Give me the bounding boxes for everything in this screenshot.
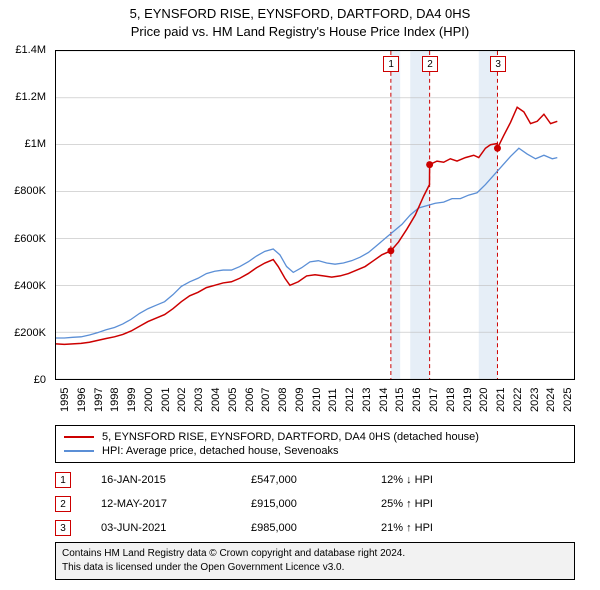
- transaction-date: 16-JAN-2015: [101, 474, 251, 486]
- transaction-price: £547,000: [251, 474, 381, 486]
- x-tick-label: 1995: [59, 388, 71, 412]
- legend-swatch: [64, 450, 94, 452]
- transaction-price: £985,000: [251, 522, 381, 534]
- x-tick-label: 2019: [462, 388, 474, 412]
- transaction-dot: [387, 247, 394, 254]
- marker-box-2: 2: [422, 56, 438, 72]
- transaction-marker: 3: [55, 520, 71, 536]
- y-tick-label: £200K: [0, 327, 50, 339]
- legend-row: HPI: Average price, detached house, Seve…: [64, 444, 566, 458]
- legend-swatch: [64, 436, 94, 438]
- x-tick-label: 1996: [76, 388, 88, 412]
- transaction-dot: [494, 145, 501, 152]
- x-tick-label: 2025: [562, 388, 574, 412]
- band: [479, 51, 498, 379]
- transaction-row: 1 16-JAN-2015£547,00012% ↓ HPI: [55, 468, 575, 492]
- transaction-marker: 1: [55, 472, 71, 488]
- x-tick-label: 2002: [176, 388, 188, 412]
- x-tick-label: 2015: [394, 388, 406, 412]
- x-tick-label: 2004: [210, 388, 222, 412]
- band: [391, 51, 400, 379]
- x-tick-label: 2012: [344, 388, 356, 412]
- y-tick-label: £0: [0, 374, 50, 386]
- x-tick-label: 2014: [378, 388, 390, 412]
- y-tick-label: £1.4M: [0, 44, 50, 56]
- y-tick-label: £1.2M: [0, 91, 50, 103]
- x-tick-label: 2020: [478, 388, 490, 412]
- y-tick-label: £400K: [0, 280, 50, 292]
- footer-attribution: Contains HM Land Registry data © Crown c…: [55, 542, 575, 580]
- x-tick-label: 1997: [93, 388, 105, 412]
- x-tick-label: 2000: [143, 388, 155, 412]
- x-tick-label: 2008: [277, 388, 289, 412]
- x-tick-label: 2001: [160, 388, 172, 412]
- x-tick-label: 2013: [361, 388, 373, 412]
- transaction-delta: 25% ↑ HPI: [381, 498, 575, 510]
- x-tick-label: 2016: [411, 388, 423, 412]
- x-tick-label: 2022: [512, 388, 524, 412]
- transaction-date: 03-JUN-2021: [101, 522, 251, 534]
- legend-label: HPI: Average price, detached house, Seve…: [102, 445, 338, 457]
- chart-subtitle: Price paid vs. HM Land Registry's House …: [0, 24, 600, 39]
- y-tick-label: £1M: [0, 138, 50, 150]
- marker-box-1: 1: [383, 56, 399, 72]
- transaction-marker: 2: [55, 496, 71, 512]
- x-tick-label: 2021: [495, 388, 507, 412]
- legend-label: 5, EYNSFORD RISE, EYNSFORD, DARTFORD, DA…: [102, 431, 479, 443]
- x-tick-label: 2018: [445, 388, 457, 412]
- x-tick-label: 2010: [311, 388, 323, 412]
- x-tick-label: 2003: [193, 388, 205, 412]
- chart-stage: 5, EYNSFORD RISE, EYNSFORD, DARTFORD, DA…: [0, 0, 600, 590]
- transaction-delta: 21% ↑ HPI: [381, 522, 575, 534]
- transaction-row: 2 12-MAY-2017£915,00025% ↑ HPI: [55, 492, 575, 516]
- transactions-table: 1 16-JAN-2015£547,00012% ↓ HPI 2 12-MAY-201…: [55, 468, 575, 540]
- chart-plot-area: [55, 50, 575, 380]
- x-tick-label: 2005: [227, 388, 239, 412]
- transaction-row: 3 03-JUN-2021£985,00021% ↑ HPI: [55, 516, 575, 540]
- band: [410, 51, 429, 379]
- marker-box-3: 3: [490, 56, 506, 72]
- x-tick-label: 2017: [428, 388, 440, 412]
- x-tick-label: 2023: [529, 388, 541, 412]
- y-tick-label: £800K: [0, 185, 50, 197]
- transaction-delta: 12% ↓ HPI: [381, 474, 575, 486]
- x-tick-label: 2006: [244, 388, 256, 412]
- legend: 5, EYNSFORD RISE, EYNSFORD, DARTFORD, DA…: [55, 425, 575, 463]
- transaction-dot: [426, 161, 433, 168]
- x-tick-label: 1999: [126, 388, 138, 412]
- transaction-price: £915,000: [251, 498, 381, 510]
- x-tick-label: 2007: [260, 388, 272, 412]
- footer-line2: This data is licensed under the Open Gov…: [62, 561, 568, 575]
- chart-title-address: 5, EYNSFORD RISE, EYNSFORD, DARTFORD, DA…: [0, 6, 600, 21]
- y-tick-label: £600K: [0, 233, 50, 245]
- x-tick-label: 2011: [327, 388, 339, 412]
- legend-row: 5, EYNSFORD RISE, EYNSFORD, DARTFORD, DA…: [64, 430, 566, 444]
- x-tick-label: 2024: [545, 388, 557, 412]
- x-tick-label: 2009: [294, 388, 306, 412]
- footer-line1: Contains HM Land Registry data © Crown c…: [62, 547, 568, 561]
- x-tick-label: 1998: [109, 388, 121, 412]
- transaction-date: 12-MAY-2017: [101, 498, 251, 510]
- chart-svg: [56, 51, 574, 379]
